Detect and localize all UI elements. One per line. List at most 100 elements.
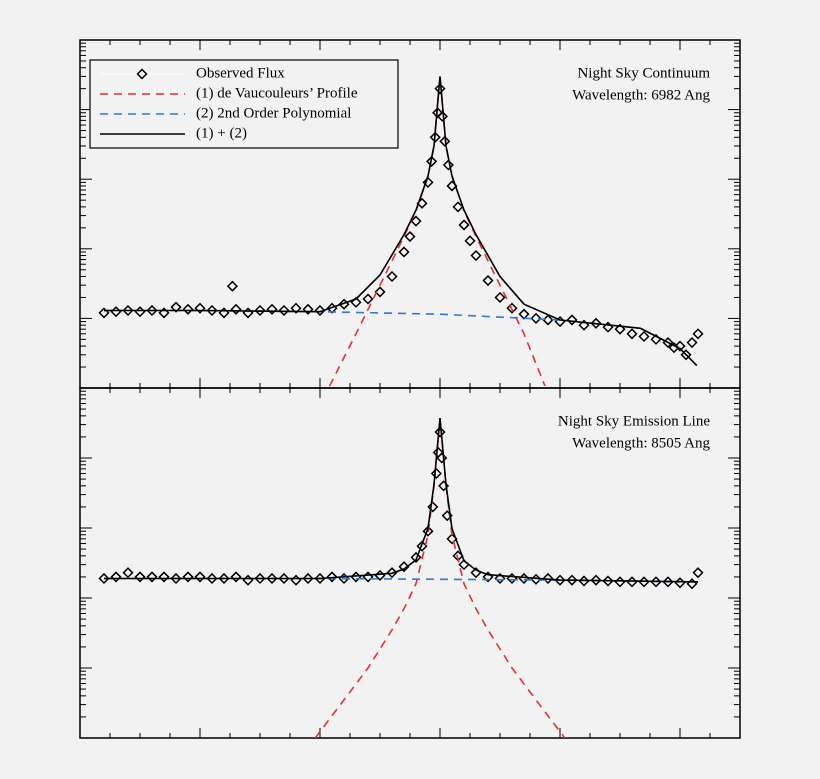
data-point <box>98 572 110 585</box>
data-point <box>110 571 122 583</box>
data-point <box>206 304 218 317</box>
data-point <box>578 319 590 331</box>
data-point <box>458 219 470 231</box>
data-point <box>429 131 441 143</box>
data-point <box>432 446 444 459</box>
data-point <box>680 349 692 361</box>
data-point <box>602 575 614 587</box>
data-point <box>146 304 158 317</box>
data-point <box>266 572 278 585</box>
data-point <box>464 235 476 247</box>
dashed-curve <box>328 76 546 387</box>
data-point <box>506 302 518 314</box>
data-point <box>436 452 448 464</box>
data-point <box>566 314 578 326</box>
data-point <box>398 561 410 573</box>
data-point <box>194 302 206 314</box>
data-point <box>426 155 438 167</box>
data-point <box>386 270 398 283</box>
data-point <box>206 572 218 585</box>
data-point <box>230 303 242 315</box>
data-point <box>422 525 434 537</box>
data-point <box>692 567 704 579</box>
data-point <box>626 328 638 340</box>
data-point <box>374 286 386 298</box>
data-point <box>230 571 242 583</box>
legend-marker <box>136 68 148 80</box>
legend-label: (1) + (2) <box>196 125 247 141</box>
data-point <box>110 306 122 318</box>
data-point <box>530 312 542 324</box>
legend-label: (1) de Vaucouleurs’ Profile <box>196 85 358 101</box>
data-point <box>434 426 446 438</box>
data-point <box>578 575 590 587</box>
data-point <box>692 328 704 340</box>
data-point <box>182 571 194 583</box>
data-point <box>170 301 182 313</box>
data-point <box>542 572 554 585</box>
data-point <box>404 230 416 243</box>
annotation: Night Sky Continuum <box>577 65 710 81</box>
data-point <box>554 574 566 586</box>
data-point <box>242 574 254 586</box>
data-point <box>314 572 326 585</box>
data-point <box>134 306 146 318</box>
data-point <box>182 303 194 315</box>
data-point <box>518 572 530 585</box>
series-group <box>98 418 704 738</box>
data-point <box>434 83 446 95</box>
data-point <box>314 304 326 317</box>
data-point <box>439 135 451 147</box>
data-point <box>158 307 170 319</box>
data-point <box>242 307 254 319</box>
data-point <box>122 567 134 579</box>
annotation: Night Sky Emission Line <box>558 413 710 429</box>
data-point <box>590 574 602 586</box>
dashed-curve <box>104 309 698 367</box>
series-group <box>98 76 704 387</box>
data-point <box>218 572 230 585</box>
data-point <box>278 572 290 585</box>
data-point <box>638 330 650 343</box>
annotation: Wavelength: 8505 Ang <box>572 435 710 451</box>
data-point <box>326 571 338 583</box>
data-point <box>518 308 530 320</box>
data-point <box>422 176 434 188</box>
fit-curve <box>104 76 698 367</box>
data-point <box>122 304 134 317</box>
data-point <box>290 302 302 314</box>
data-point <box>686 336 698 349</box>
data-point <box>674 340 686 352</box>
data-point <box>170 572 182 585</box>
fit-curve <box>104 418 699 583</box>
annotation: Wavelength: 6982 Ang <box>572 87 710 103</box>
data-point <box>432 107 444 119</box>
data-point <box>386 567 398 579</box>
data-point <box>98 307 110 319</box>
legend-label: Observed Flux <box>196 65 285 81</box>
data-point <box>146 571 158 583</box>
data-point <box>482 274 494 287</box>
data-point <box>362 293 374 305</box>
data-point <box>362 571 374 583</box>
data-point <box>542 314 554 326</box>
data-point <box>226 280 238 292</box>
data-point <box>436 110 448 122</box>
data-point <box>662 576 674 588</box>
data-point <box>398 246 410 258</box>
data-point <box>614 323 626 335</box>
data-point <box>302 572 314 585</box>
data-point <box>290 574 302 586</box>
data-point <box>494 291 506 304</box>
data-point <box>506 572 518 585</box>
data-point <box>566 574 578 586</box>
data-point <box>452 201 464 213</box>
data-point <box>266 303 278 315</box>
data-point <box>302 303 314 315</box>
data-point <box>614 576 626 588</box>
data-point <box>430 467 442 480</box>
data-point <box>470 249 482 262</box>
data-point <box>410 551 422 563</box>
data-point <box>194 571 206 583</box>
